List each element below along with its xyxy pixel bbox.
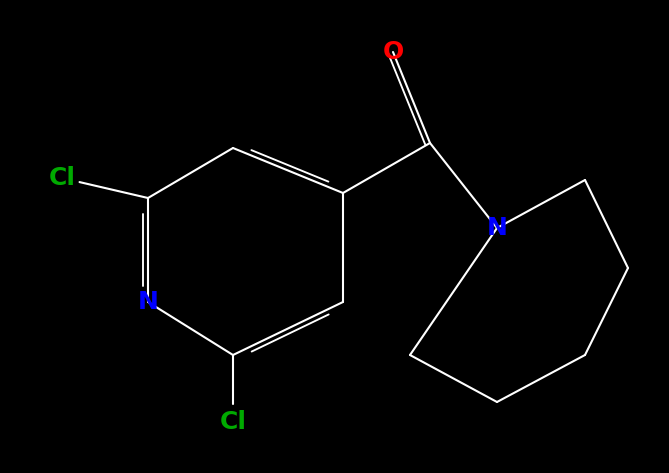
Text: O: O bbox=[383, 40, 403, 64]
Text: Cl: Cl bbox=[219, 410, 246, 434]
Text: N: N bbox=[138, 290, 159, 314]
Text: N: N bbox=[486, 216, 508, 240]
Text: Cl: Cl bbox=[48, 166, 76, 190]
